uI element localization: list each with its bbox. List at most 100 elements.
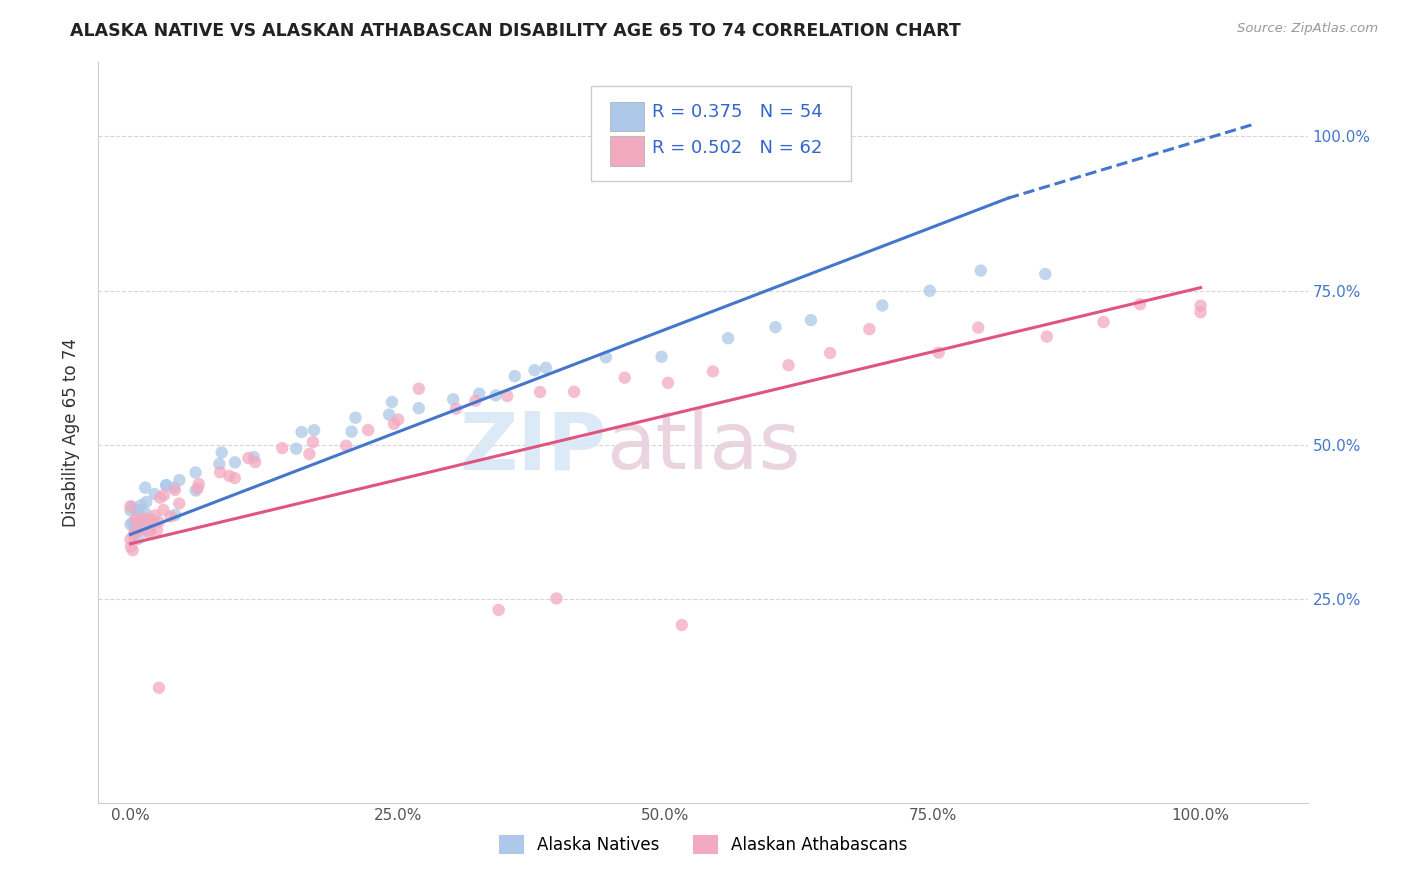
Point — [124, 525, 146, 540]
Point — [671, 618, 693, 632]
Point — [778, 358, 800, 372]
Point — [121, 516, 143, 530]
Point — [546, 591, 568, 606]
Point — [1189, 305, 1212, 319]
Point — [967, 320, 990, 334]
Point — [139, 523, 162, 537]
Point — [302, 423, 325, 437]
Point — [146, 523, 169, 537]
Text: R = 0.502   N = 62: R = 0.502 N = 62 — [652, 138, 823, 157]
Point — [468, 386, 491, 401]
Text: R = 0.375   N = 54: R = 0.375 N = 54 — [652, 103, 823, 121]
Point — [120, 533, 142, 547]
Point — [139, 523, 162, 537]
Point — [818, 346, 841, 360]
Point — [1036, 329, 1059, 343]
Point — [381, 395, 404, 409]
Point — [1033, 267, 1056, 281]
Point — [1129, 297, 1152, 311]
Point — [765, 320, 787, 334]
Point — [120, 503, 142, 517]
Point — [928, 345, 950, 359]
Point — [184, 466, 207, 480]
Text: ZIP: ZIP — [458, 409, 606, 486]
Point — [242, 450, 264, 464]
Point — [159, 509, 181, 524]
Point — [124, 520, 146, 534]
Point — [127, 532, 149, 546]
Legend: Alaska Natives, Alaskan Athabascans: Alaska Natives, Alaskan Athabascans — [492, 829, 914, 861]
Point — [387, 412, 409, 426]
Point — [872, 298, 894, 312]
Point — [529, 384, 551, 399]
Point — [187, 482, 209, 496]
Point — [444, 401, 467, 416]
Point — [120, 500, 142, 514]
Text: ALASKA NATIVE VS ALASKAN ATHABASCAN DISABILITY AGE 65 TO 74 CORRELATION CHART: ALASKA NATIVE VS ALASKAN ATHABASCAN DISA… — [70, 22, 962, 40]
Point — [122, 528, 145, 542]
Point — [120, 540, 142, 554]
Point — [613, 370, 636, 384]
Y-axis label: Disability Age 65 to 74: Disability Age 65 to 74 — [62, 338, 80, 527]
Point — [238, 451, 260, 466]
Point — [149, 491, 172, 505]
Text: atlas: atlas — [606, 409, 800, 486]
Point — [858, 322, 880, 336]
Point — [485, 388, 508, 402]
Point — [378, 408, 401, 422]
Point — [143, 487, 166, 501]
Point — [245, 455, 267, 469]
Point — [134, 507, 156, 521]
Point — [122, 516, 145, 530]
Point — [127, 503, 149, 517]
Point — [152, 488, 174, 502]
Point — [271, 441, 294, 455]
Point — [167, 497, 190, 511]
Point — [464, 393, 486, 408]
Point — [800, 313, 823, 327]
Point — [135, 524, 157, 538]
Point — [138, 525, 160, 540]
Point — [717, 331, 740, 345]
Point — [651, 350, 673, 364]
Point — [124, 523, 146, 537]
Point — [125, 515, 148, 529]
Point — [187, 477, 209, 491]
Point — [128, 523, 150, 537]
Point — [121, 543, 143, 558]
Point — [291, 425, 314, 439]
Point — [134, 521, 156, 535]
Point — [124, 511, 146, 525]
Point — [155, 478, 177, 492]
Point — [148, 515, 170, 529]
Point — [129, 498, 152, 512]
Point — [132, 512, 155, 526]
Point — [224, 455, 246, 469]
Point — [488, 603, 510, 617]
Point — [141, 514, 163, 528]
Point — [163, 481, 186, 495]
Point — [121, 500, 143, 514]
Point — [918, 284, 941, 298]
Point — [970, 263, 993, 277]
Point — [340, 425, 363, 439]
Point — [135, 495, 157, 509]
Text: Source: ZipAtlas.com: Source: ZipAtlas.com — [1237, 22, 1378, 36]
FancyBboxPatch shape — [591, 87, 851, 181]
Bar — [610, 102, 644, 131]
Point — [148, 681, 170, 695]
Point — [211, 445, 233, 459]
Point — [357, 423, 380, 437]
Point — [209, 465, 232, 479]
Point — [441, 392, 464, 407]
Point — [496, 389, 519, 403]
Point — [165, 508, 187, 522]
Point — [302, 435, 325, 450]
Point — [218, 469, 240, 483]
Point — [129, 512, 152, 526]
Point — [562, 384, 585, 399]
Bar — [610, 136, 644, 166]
Point — [224, 471, 246, 485]
Point — [408, 382, 430, 396]
Point — [127, 503, 149, 517]
